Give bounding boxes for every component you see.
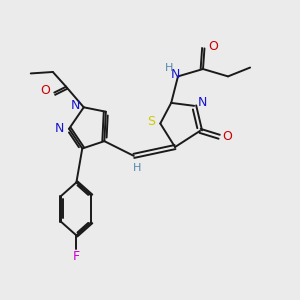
- Text: H: H: [165, 63, 173, 73]
- Text: H: H: [133, 163, 141, 173]
- Text: O: O: [208, 40, 218, 53]
- Text: O: O: [40, 84, 50, 97]
- Text: N: N: [170, 68, 180, 81]
- Text: N: N: [71, 99, 80, 112]
- Text: O: O: [223, 130, 232, 143]
- Text: N: N: [55, 122, 64, 135]
- Text: S: S: [148, 115, 155, 128]
- Text: N: N: [198, 96, 207, 110]
- Text: F: F: [73, 250, 80, 262]
